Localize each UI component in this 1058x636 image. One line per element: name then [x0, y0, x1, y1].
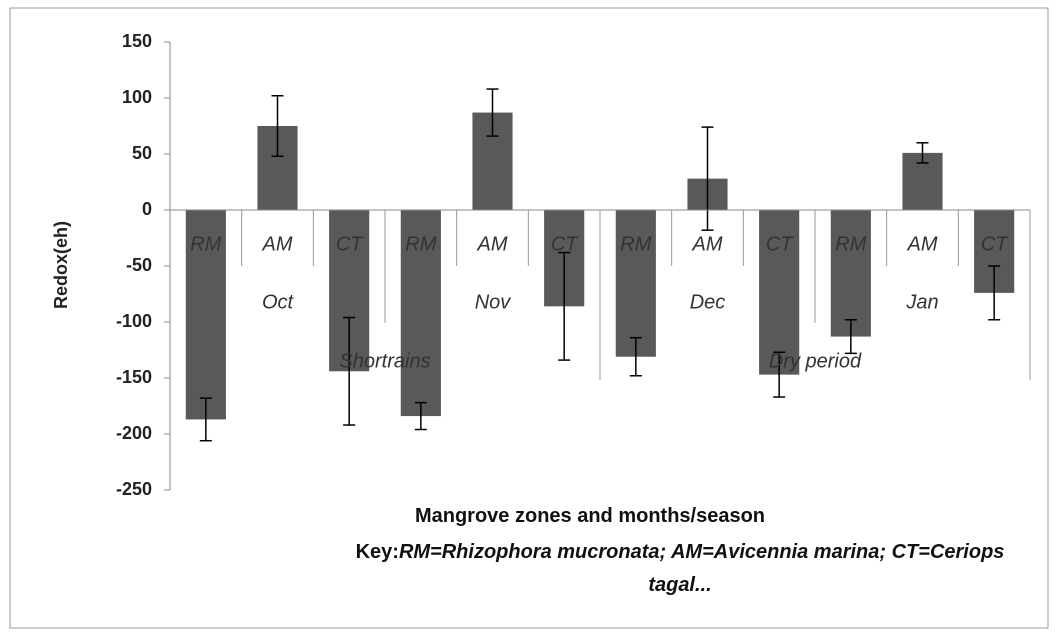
key: Key:RM=Rhizophora mucronata; AM=Avicenni…	[330, 536, 1030, 602]
season-label: Dry period	[769, 350, 862, 372]
x-axis-label: Mangrove zones and months/season	[414, 505, 766, 527]
month-label: Oct	[262, 291, 295, 313]
key-text: RM=Rhizophora mucronata; AM=Avicennia ma…	[398, 541, 1005, 596]
y-tick-label: 100	[122, 87, 152, 107]
y-tick-label: -100	[116, 311, 152, 331]
x-tick-label: CT	[551, 233, 579, 255]
x-tick-label: RM	[835, 233, 866, 255]
y-tick-label: -50	[126, 255, 152, 275]
frame	[9, 7, 1049, 629]
x-tick-label: AM	[262, 233, 293, 255]
bar	[185, 210, 226, 420]
key-label: Key:	[355, 541, 399, 563]
x-tick-label: AM	[477, 233, 508, 255]
bar	[400, 210, 441, 417]
y-tick-label: -200	[116, 423, 152, 443]
bar	[759, 210, 800, 375]
x-tick-label: CT	[981, 233, 1009, 255]
x-tick-label: CT	[336, 233, 364, 255]
x-tick-label: RM	[190, 233, 221, 255]
x-tick-label: RM	[620, 233, 651, 255]
x-tick-label: AM	[907, 233, 938, 255]
x-tick-label: RM	[405, 233, 436, 255]
y-tick-label: 50	[132, 143, 152, 163]
month-label: Nov	[475, 291, 512, 313]
y-axis-label: Redox(eh)	[51, 221, 71, 309]
x-tick-label: CT	[766, 233, 794, 255]
month-label: Dec	[690, 291, 726, 313]
month-label: Jan	[905, 291, 938, 313]
y-tick-label: -150	[116, 367, 152, 387]
y-tick-label: 150	[122, 31, 152, 51]
bar	[830, 210, 871, 337]
y-tick-label: 0	[142, 199, 152, 219]
x-tick-label: AM	[692, 233, 723, 255]
y-tick-label: -250	[116, 479, 152, 499]
season-label: Shortrains	[339, 350, 430, 372]
bar	[615, 210, 656, 357]
